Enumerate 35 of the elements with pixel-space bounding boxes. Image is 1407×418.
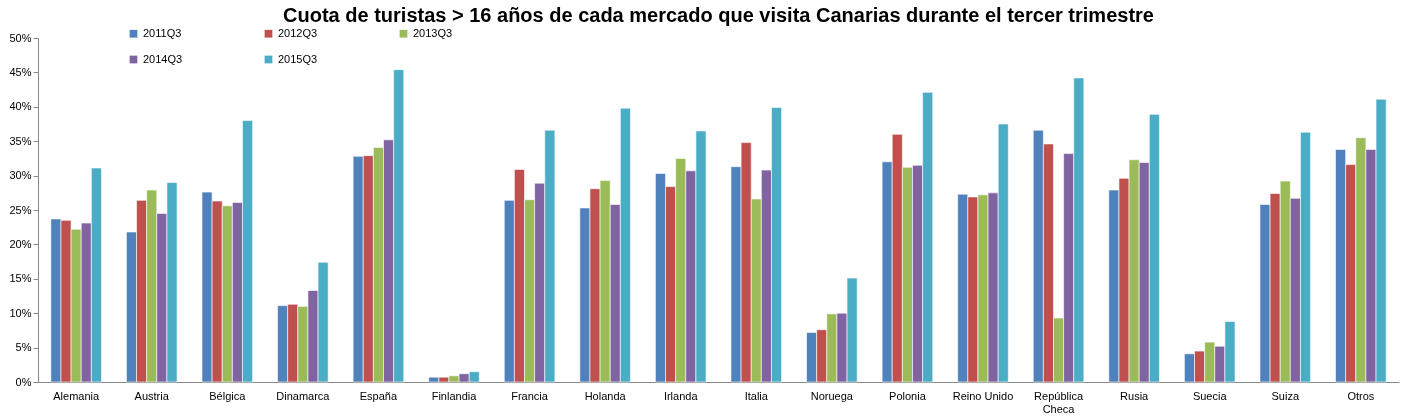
y-tick-label: 5%	[15, 341, 32, 354]
x-tick-label: Noruega	[810, 389, 854, 402]
x-tick-label: Francia	[511, 389, 549, 402]
x-tick-label: Austria	[134, 389, 170, 402]
x-tick-label: Polonia	[889, 389, 927, 402]
y-tick-label: 15%	[9, 272, 32, 285]
x-tick-label: Finlandia	[431, 389, 478, 402]
legend-label: 2014Q3	[143, 52, 183, 65]
legend-label: 2015Q3	[278, 52, 318, 65]
legend-label: 2012Q3	[278, 26, 318, 39]
y-tick-label: 35%	[9, 134, 32, 147]
legend-label: 2011Q3	[143, 26, 182, 39]
y-tick-label: 25%	[9, 203, 32, 216]
x-tick-label: Suiza	[1271, 389, 1300, 402]
x-tick-label: España	[359, 389, 398, 402]
y-tick-label: 0%	[15, 375, 32, 388]
x-tick-label: Otros	[1347, 389, 1375, 402]
x-tick-label: Holanda	[584, 389, 627, 402]
x-tick-label: Rusia	[1120, 389, 1150, 402]
y-tick-label: 20%	[9, 237, 32, 250]
x-tick-label: República Checa	[1034, 389, 1084, 415]
x-tick-label: Reino Unido	[952, 389, 1014, 402]
y-tick-label: 30%	[9, 169, 32, 182]
x-tick-label: Irlanda	[663, 389, 699, 402]
y-tick-label: 50%	[9, 31, 32, 44]
y-tick-label: 10%	[9, 306, 32, 319]
x-tick-label: Dinamarca	[276, 389, 331, 402]
x-tick-label: Suecia	[1192, 389, 1228, 402]
chart-title: Cuota de turistas > 16 años de cada mercado que visita Canarias durante el tercer trimestre	[283, 4, 1154, 26]
x-tick-label: Italia	[744, 389, 769, 402]
x-tick-label: Alemania	[53, 389, 100, 402]
y-tick-label: 40%	[9, 100, 32, 113]
x-tick-label: Bélgica	[209, 389, 247, 402]
y-tick-label: 45%	[9, 65, 32, 78]
legend-label: 2013Q3	[413, 26, 453, 39]
